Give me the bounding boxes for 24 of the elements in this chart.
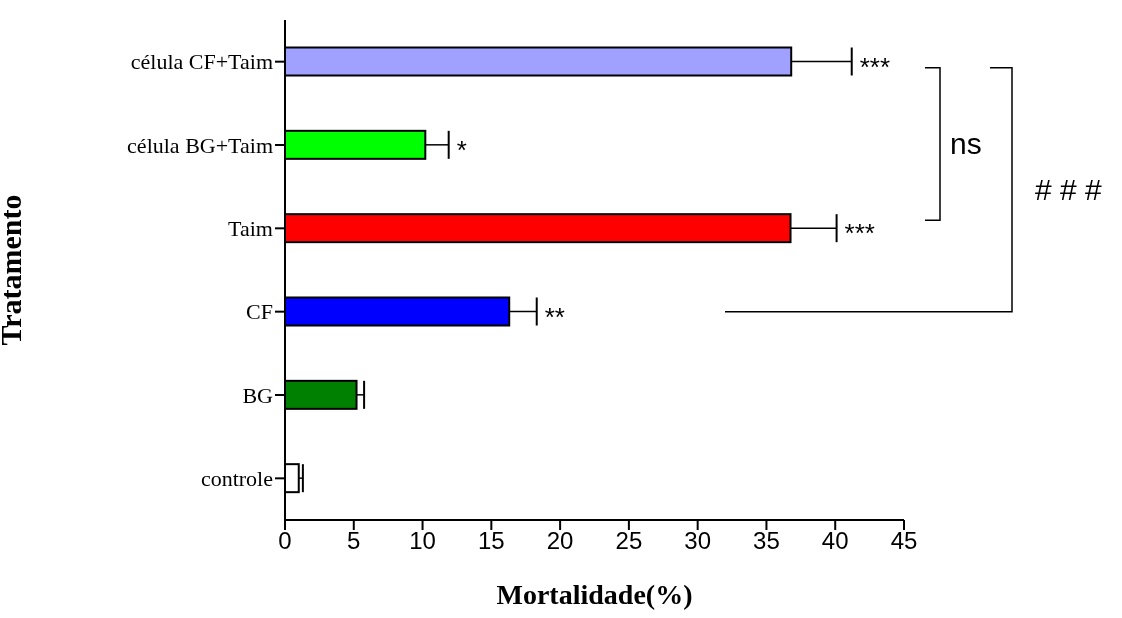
x-tick-label: 45 <box>890 527 918 555</box>
y-tick-label: CF <box>246 299 273 325</box>
x-axis-title: Mortalidade(%) <box>496 579 693 610</box>
y-tick-label: célula BG+Taim <box>127 132 273 158</box>
y-tick-label: Taim <box>228 216 273 242</box>
annotation: * <box>456 134 467 165</box>
x-tick-label: 35 <box>753 527 780 555</box>
y-tick-label: BG <box>242 382 274 408</box>
y-tick-label: célula CF+Taim <box>130 49 273 75</box>
x-tick-label: 10 <box>409 527 436 555</box>
x-tick-label: 15 <box>477 527 505 555</box>
x-tick-label: 0 <box>278 527 292 555</box>
annotation: *** <box>859 51 891 82</box>
text: ns <box>950 127 982 160</box>
y-tick-label: controle <box>200 466 273 492</box>
x-tick-label: 5 <box>347 527 361 555</box>
x-tick-label: 25 <box>615 527 643 555</box>
text: # # # <box>1035 172 1103 206</box>
annotation: *** <box>844 218 875 249</box>
y-axis-title: Tratamento <box>0 194 27 346</box>
x-tick-label: 30 <box>684 527 712 555</box>
annotation: ** <box>544 301 565 332</box>
x-tick-label: 40 <box>821 527 849 555</box>
x-tick-label: 20 <box>546 527 574 555</box>
